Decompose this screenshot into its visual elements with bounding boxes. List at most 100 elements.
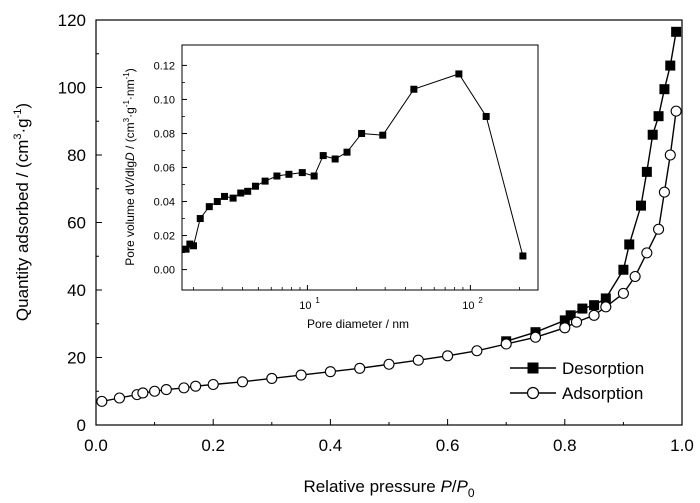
- inset-series-group: [182, 70, 527, 260]
- pore-volume-point: [196, 215, 204, 223]
- pore-volume-point: [331, 155, 339, 163]
- adsorption-point: [266, 372, 278, 384]
- desorption-point: [665, 60, 676, 71]
- x-tick-label: 0.0: [84, 436, 108, 455]
- inset-y-tick-label: 0.04: [154, 197, 175, 209]
- adsorption-point: [354, 362, 366, 374]
- y-tick-label: 100: [58, 79, 86, 98]
- y-tick-label: 20: [67, 349, 86, 368]
- pore-volume-point: [310, 172, 318, 180]
- x-tick-label: 0.2: [201, 436, 225, 455]
- adsorption-point: [500, 338, 512, 350]
- pore-volume-point: [190, 242, 198, 250]
- legend-label-desorption: Desorption: [562, 359, 644, 378]
- adsorption-point: [190, 380, 202, 392]
- pore-volume-point: [273, 172, 281, 180]
- adsorption-point: [641, 247, 653, 259]
- desorption-point: [565, 310, 576, 321]
- desorption-point: [624, 239, 635, 250]
- inset-x-axis-title: Pore diameter / nm: [307, 317, 409, 331]
- y-tick-label: 60: [67, 214, 86, 233]
- inset-y-tick-label: 0.12: [154, 60, 175, 72]
- adsorption-point: [96, 395, 108, 407]
- adsorption-point: [324, 366, 336, 378]
- adsorption-point: [658, 186, 670, 198]
- inset-x-tick-exponent: 2: [478, 296, 483, 305]
- adsorption-point: [559, 322, 571, 334]
- desorption-point: [577, 303, 588, 314]
- legend-label-adsorption: Adsorption: [562, 384, 643, 403]
- adsorption-point: [653, 223, 665, 235]
- adsorption-point: [113, 392, 125, 404]
- adsorption-point: [236, 376, 249, 388]
- inset-y-tick-label: 0.06: [154, 163, 175, 175]
- adsorption-point: [588, 309, 600, 321]
- inset-y-tick-label: 0.00: [154, 265, 175, 277]
- inset-y-tick-label: 0.10: [154, 94, 175, 106]
- adsorption-point: [149, 385, 161, 397]
- pore-volume-point: [455, 70, 463, 78]
- pore-volume-point: [482, 112, 490, 120]
- desorption-point: [653, 111, 664, 122]
- pore-volume-point: [379, 131, 387, 139]
- pore-volume-point: [229, 194, 237, 202]
- adsorption-point: [529, 331, 542, 343]
- pore-volume-point: [237, 189, 245, 197]
- pore-volume-point: [343, 148, 351, 156]
- inset-y-axis-title: Pore volume dV/dlgD / (cm3·g-1·nm-1): [122, 68, 137, 265]
- y-tick-label: 80: [67, 146, 86, 165]
- pore-volume-point: [298, 169, 306, 177]
- adsorption-point: [178, 382, 190, 394]
- adsorption-point: [570, 316, 583, 328]
- x-tick-label: 0.8: [553, 436, 577, 455]
- x-tick-label: 1.0: [670, 436, 694, 455]
- main-x-axis-title: Relative pressure P/P0: [303, 477, 474, 500]
- desorption-point: [600, 293, 611, 304]
- x-tick-label: 0.6: [436, 436, 460, 455]
- x-tick-label: 0.4: [319, 436, 343, 455]
- legend: Desorption Adsorption: [510, 359, 644, 403]
- adsorption-point: [670, 105, 682, 117]
- desorption-point: [671, 26, 682, 37]
- inset-y-tick-label: 0.08: [154, 128, 175, 140]
- adsorption-point: [629, 270, 641, 283]
- pore-volume-point: [213, 198, 221, 206]
- pore-volume-point: [358, 129, 366, 137]
- inset-x-tick-exponent: 1: [315, 296, 320, 305]
- desorption-point: [641, 166, 652, 177]
- pore-volume-point: [186, 240, 194, 248]
- desorption-point: [647, 129, 658, 140]
- pore-volume-point: [251, 182, 259, 190]
- desorption-point: [635, 200, 646, 211]
- desorption-point: [659, 84, 670, 95]
- desorption-point: [618, 264, 629, 275]
- pore-volume-point: [182, 245, 190, 253]
- pore-volume-point: [261, 177, 269, 185]
- adsorption-point: [600, 301, 612, 313]
- adsorption-point: [617, 287, 629, 299]
- pore-volume-point: [221, 192, 229, 200]
- adsorption-point: [137, 387, 149, 399]
- y-tick-label: 40: [67, 281, 86, 300]
- legend-marker-adsorption: [526, 386, 540, 400]
- pore-volume-point: [519, 252, 527, 260]
- adsorption-point: [383, 358, 395, 370]
- inset-y-tick-label: 0.02: [154, 231, 175, 243]
- adsorption-point: [664, 149, 676, 161]
- pore-volume-point: [205, 203, 213, 211]
- pore-volume-point: [410, 85, 418, 93]
- adsorption-point: [442, 350, 454, 362]
- adsorption-point: [207, 378, 219, 391]
- desorption-point: [559, 315, 570, 326]
- desorption-point: [589, 300, 600, 311]
- pore-volume-point: [244, 187, 252, 195]
- pore-volume-point: [319, 152, 327, 160]
- y-tick-label: 0: [77, 416, 86, 435]
- inset-plot-frame: [181, 44, 539, 291]
- main-axis-ticks: 0.0 0.2 0.4 0.6 0.8 1.0 0 20 40 60 80 100 120: [58, 11, 694, 455]
- pore-volume-point: [285, 170, 293, 178]
- main-series-group: [96, 26, 682, 407]
- adsorption-point: [295, 369, 307, 381]
- main-y-axis-title: Quantity adsorbed / (cm3·g-1): [12, 103, 32, 321]
